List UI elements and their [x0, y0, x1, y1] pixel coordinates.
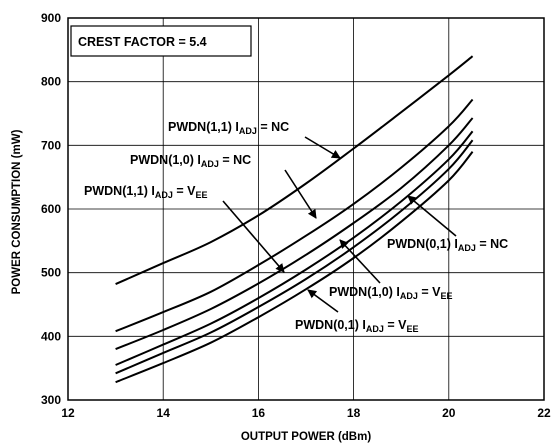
- x-tick-label: 18: [347, 406, 361, 420]
- x-tick-label: 20: [442, 406, 456, 420]
- leader-arrow-6: [307, 289, 339, 313]
- series-layer: [115, 55, 474, 384]
- series-line-1: [115, 55, 474, 286]
- series-label-5: PWDN(1,0) IADJ = VEE: [329, 285, 452, 301]
- series-line-6: [115, 151, 474, 384]
- series-line-2: [115, 98, 474, 333]
- series-line-4: [115, 130, 474, 366]
- crest-factor-label: CREST FACTOR = 5.4: [78, 35, 207, 49]
- leader-arrow-2: [284, 169, 317, 219]
- leader-arrow-1: [304, 136, 341, 159]
- leader-arrow-5: [339, 239, 381, 284]
- x-tick-label: 16: [252, 406, 266, 420]
- grid: [68, 18, 544, 400]
- leader-arrows: [222, 136, 457, 313]
- crest-factor-box: [70, 25, 252, 57]
- series-line-5: [115, 139, 474, 375]
- tick-labels: 12 14 16 18 20 22 300 400 500 600 700 800 900: [41, 11, 551, 420]
- x-tick-label: 14: [157, 406, 171, 420]
- x-tick-label: 12: [61, 406, 75, 420]
- series-label-6: PWDN(0,1) IADJ = VEE: [295, 318, 418, 334]
- y-tick-label: 900: [41, 11, 61, 25]
- series-label-2: PWDN(1,0) IADJ = NC: [130, 153, 251, 169]
- leader-arrow-4: [407, 195, 457, 237]
- series-label-3: PWDN(1,1) IADJ = VEE: [84, 184, 207, 200]
- y-tick-label: 400: [41, 329, 61, 343]
- series-labels: PWDN(1,1) IADJ = NC PWDN(1,0) IADJ = NC …: [84, 120, 508, 334]
- x-tick-label: 22: [537, 406, 551, 420]
- y-tick-label: 600: [41, 202, 61, 216]
- y-tick-label: 800: [41, 75, 61, 89]
- crest-factor-annotation: CREST FACTOR = 5.4: [70, 25, 252, 57]
- plot-frame: [67, 17, 545, 401]
- leader-arrow-3: [222, 200, 285, 273]
- series-line-3: [115, 117, 474, 351]
- x-axis-title: OUTPUT POWER (dBm): [241, 431, 371, 443]
- y-tick-label: 300: [41, 393, 61, 407]
- y-tick-label: 700: [41, 138, 61, 152]
- y-tick-label: 500: [41, 266, 61, 280]
- y-axis-title: POWER CONSUMPTION (mW): [11, 129, 23, 294]
- series-label-1: PWDN(1,1) IADJ = NC: [168, 120, 289, 136]
- series-label-4: PWDN(0,1) IADJ = NC: [387, 237, 508, 253]
